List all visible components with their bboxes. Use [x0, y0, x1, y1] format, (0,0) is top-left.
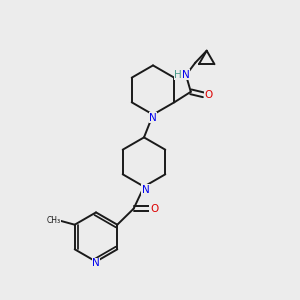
Text: O: O: [205, 90, 213, 100]
Text: N: N: [142, 184, 149, 195]
Text: CH₃: CH₃: [46, 216, 61, 225]
Text: N: N: [149, 112, 157, 123]
Text: N: N: [92, 258, 100, 268]
Text: N: N: [182, 70, 190, 80]
Text: H: H: [174, 70, 182, 80]
Text: O: O: [150, 204, 158, 214]
